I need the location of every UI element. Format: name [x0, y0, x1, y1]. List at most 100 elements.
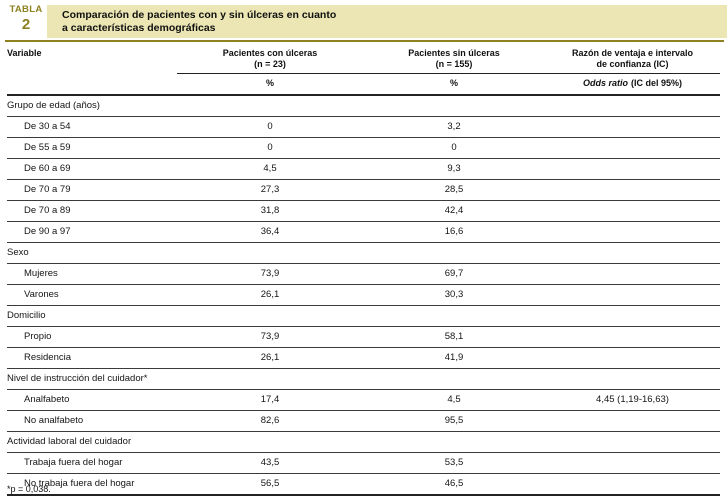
odds-ratio-value [545, 326, 720, 348]
group-row: Grupo de edad (años) [7, 94, 720, 117]
table-row: No trabaja fuera del hogar 56,5 46,5 [7, 473, 720, 496]
group-label: Nivel de instrucción del cuidador* [7, 368, 720, 390]
group-label: Actividad laboral del cuidador [7, 431, 720, 453]
without-ulcers-value: 4,5 [363, 389, 545, 411]
with-ulcers-value: 4,5 [177, 158, 363, 180]
without-ulcers-value: 69,7 [363, 263, 545, 285]
with-ulcers-value: 82,6 [177, 410, 363, 432]
row-label: De 70 a 79 [7, 179, 177, 201]
odds-ratio-value [545, 410, 720, 432]
table-body: Grupo de edad (años) De 30 a 54 0 3,2 De 55 … [7, 94, 720, 496]
row-label: Propio [7, 326, 177, 348]
row-label: Analfabeto [7, 389, 177, 411]
with-ulcers-value: 73,9 [177, 263, 363, 285]
with-ulcers-value: 31,8 [177, 200, 363, 222]
without-ulcers-value: 0 [363, 137, 545, 159]
row-label: No trabaja fuera del hogar [7, 473, 177, 496]
without-ulcers-value: 53,5 [363, 452, 545, 474]
header-divider-rule [5, 40, 724, 42]
without-ulcers-value: 46,5 [363, 473, 545, 496]
column-header-odds-line1: Razón de ventaja e intervalo [571, 48, 694, 58]
group-label: Grupo de edad (años) [7, 94, 720, 117]
with-ulcers-value: 26,1 [177, 347, 363, 369]
with-ulcers-value: 43,5 [177, 452, 363, 474]
subheader-odds-ratio: Odds ratio (IC del 95%) [545, 73, 720, 96]
table-kicker: TABLA 2 [6, 5, 46, 32]
with-ulcers-value: 26,1 [177, 284, 363, 306]
table-row: Mujeres 73,9 69,7 [7, 263, 720, 285]
table-head: Variable Pacientes con úlceras (n = 23) … [7, 45, 720, 96]
group-label: Sexo [7, 242, 720, 264]
column-header-with-ulcers-line1: Pacientes con úlceras [222, 48, 318, 58]
comparison-table: Variable Pacientes con úlceras (n = 23) … [7, 45, 720, 496]
column-header-with-ulcers-line2: (n = 23) [254, 58, 286, 69]
without-ulcers-value: 30,3 [363, 284, 545, 306]
with-ulcers-value: 73,9 [177, 326, 363, 348]
row-label: De 55 a 59 [7, 137, 177, 159]
table-title-bar: Comparación de pacientes con y sin úlcer… [47, 5, 727, 38]
subheader-without-ulcers-percent: % [363, 73, 545, 96]
without-ulcers-value: 9,3 [363, 158, 545, 180]
row-label: Mujeres [7, 263, 177, 285]
group-row: Actividad laboral del cuidador [7, 431, 720, 453]
with-ulcers-value: 17,4 [177, 389, 363, 411]
group-row: Sexo [7, 242, 720, 264]
column-header-without-ulcers-line1: Pacientes sin úlceras [408, 48, 500, 58]
column-header-odds: Razón de ventaja e intervalo de confianz… [545, 45, 720, 74]
without-ulcers-value: 95,5 [363, 410, 545, 432]
without-ulcers-value: 16,6 [363, 221, 545, 243]
odds-ratio-value [545, 347, 720, 369]
table-title-line2: a características demográficas [62, 21, 216, 34]
table-row: De 30 a 54 0 3,2 [7, 116, 720, 138]
row-label: De 90 a 97 [7, 221, 177, 243]
column-header-row: Variable Pacientes con úlceras (n = 23) … [7, 45, 720, 74]
odds-ratio-value [545, 263, 720, 285]
table-row: Trabaja fuera del hogar 43,5 53,5 [7, 452, 720, 474]
table-row: De 70 a 89 31,8 42,4 [7, 200, 720, 222]
odds-ratio-value [545, 179, 720, 201]
table-row: De 55 a 59 0 0 [7, 137, 720, 159]
column-header-odds-line2: de confianza (IC) [596, 58, 669, 69]
column-header-without-ulcers-line2: (n = 155) [435, 58, 473, 69]
column-header-with-ulcers: Pacientes con úlceras (n = 23) [177, 45, 363, 74]
row-label: Residencia [7, 347, 177, 369]
table-number: 2 [21, 15, 31, 33]
table-row: Analfabeto 17,4 4,5 4,45 (1,19-16,63) [7, 389, 720, 411]
subheader-row: % % Odds ratio (IC del 95%) [7, 73, 720, 96]
table-row: No analfabeto 82,6 95,5 [7, 410, 720, 432]
odds-ratio-value [545, 200, 720, 222]
table-row: Varones 26,1 30,3 [7, 284, 720, 306]
row-label: De 70 a 89 [7, 200, 177, 222]
without-ulcers-value: 42,4 [363, 200, 545, 222]
group-label: Domicilio [7, 305, 720, 327]
subheader-with-ulcers-percent: % [177, 73, 363, 96]
with-ulcers-value: 56,5 [177, 473, 363, 496]
odds-ratio-italic-label: Odds ratio [582, 78, 628, 88]
row-label: De 30 a 54 [7, 116, 177, 138]
row-label: De 60 a 69 [7, 158, 177, 180]
without-ulcers-value: 3,2 [363, 116, 545, 138]
with-ulcers-value: 0 [177, 137, 363, 159]
footnote-pvalue: *p = 0,038. [7, 484, 51, 494]
without-ulcers-value: 28,5 [363, 179, 545, 201]
row-label: Varones [7, 284, 177, 306]
odds-ratio-ci-label: (IC del 95%) [631, 78, 683, 88]
odds-ratio-value [545, 158, 720, 180]
table-title-line1: Comparación de pacientes con y sin úlcer… [62, 8, 337, 21]
row-label: Trabaja fuera del hogar [7, 452, 177, 474]
table-row: De 90 a 97 36,4 16,6 [7, 221, 720, 243]
odds-ratio-value [545, 116, 720, 138]
odds-ratio-value [545, 284, 720, 306]
table-row: Residencia 26,1 41,9 [7, 347, 720, 369]
column-header-variable: Variable [7, 48, 42, 58]
table-row: De 60 a 69 4,5 9,3 [7, 158, 720, 180]
row-label: No analfabeto [7, 410, 177, 432]
with-ulcers-value: 36,4 [177, 221, 363, 243]
table-row: De 70 a 79 27,3 28,5 [7, 179, 720, 201]
odds-ratio-value [545, 137, 720, 159]
without-ulcers-value: 58,1 [363, 326, 545, 348]
with-ulcers-value: 0 [177, 116, 363, 138]
odds-ratio-value [545, 473, 720, 496]
table-row: Propio 73,9 58,1 [7, 326, 720, 348]
